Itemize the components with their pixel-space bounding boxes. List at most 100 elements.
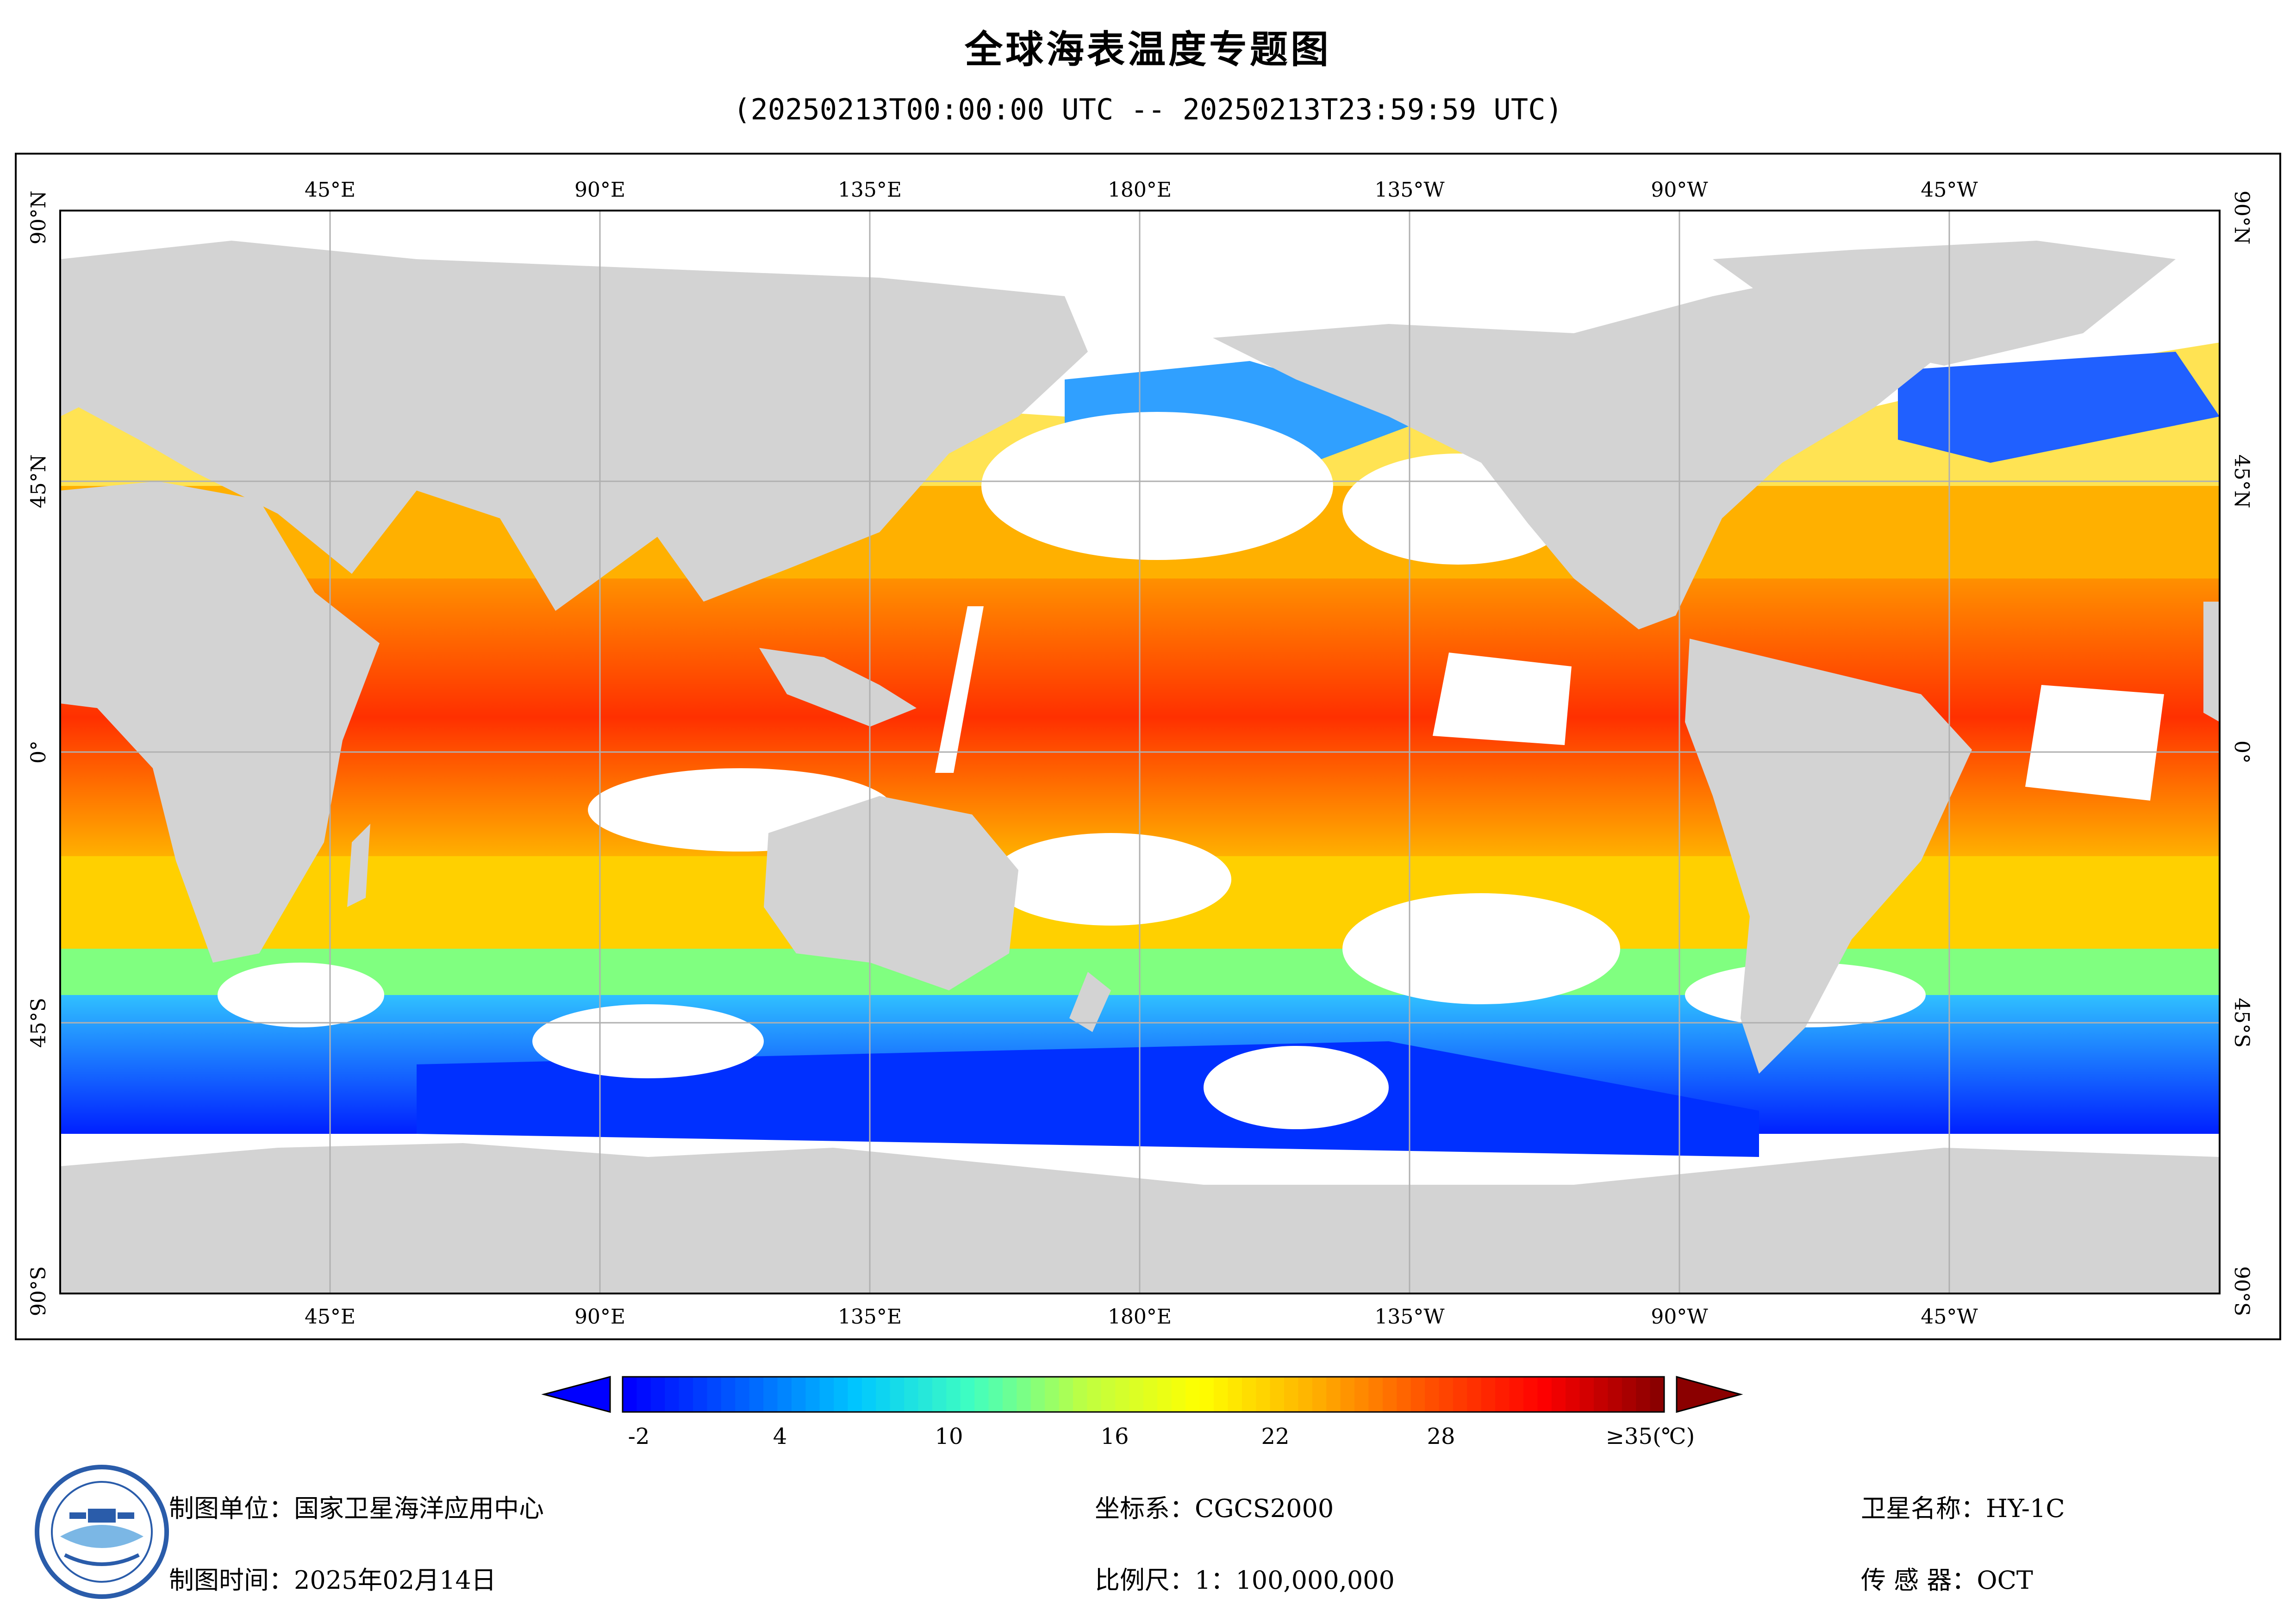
legend-color-cell [1087, 1377, 1102, 1412]
nsoas-logo [35, 1465, 169, 1599]
legend-color-cell [623, 1377, 637, 1412]
lat-label: 0° [2230, 740, 2253, 764]
lon-label: 135°E [838, 1305, 902, 1329]
legend-color-cell [735, 1377, 750, 1412]
legend-color-cell [1481, 1377, 1496, 1412]
legend-color-cell [1382, 1377, 1398, 1412]
bottom-longitude-labels: 45°E 90°E 135°E 180°E 135°W 90°W 45°W [305, 1305, 1978, 1329]
legend-color-cell [1030, 1377, 1046, 1412]
graticule [60, 211, 2220, 1293]
legend-color-cell [1129, 1377, 1144, 1412]
lon-label: 45°W [1921, 1305, 1978, 1329]
lon-label: 45°E [305, 1305, 356, 1329]
legend-color-cell [1340, 1377, 1355, 1412]
legend-color-cell [1410, 1377, 1426, 1412]
legend-colorbar [623, 1377, 1665, 1412]
lat-label: 90°N [27, 191, 50, 245]
legend-color-cell [1579, 1377, 1594, 1412]
lat-label: 45°N [2230, 454, 2253, 509]
legend-color-cell [665, 1377, 680, 1412]
legend-color-cell [693, 1377, 708, 1412]
temperature-legend: -2 4 10 16 22 28 ≥35(℃) [541, 1376, 1743, 1449]
legend-color-cell [679, 1377, 694, 1412]
sensor-name: 传 感 器：OCT [1861, 1566, 2033, 1595]
left-latitude-labels: 90°N 45°N 0° 45°S 90°S [27, 191, 50, 1316]
legend-color-cell [636, 1377, 651, 1412]
legend-color-cell [1551, 1377, 1566, 1412]
lon-label: 90°E [574, 178, 625, 202]
legend-color-cell [1397, 1377, 1411, 1412]
legend-tick-label: 22 [1261, 1424, 1289, 1449]
right-latitude-labels: 90°N 45°N 0° 45°S 90°S [2230, 191, 2253, 1316]
lon-label: 45°E [305, 178, 356, 202]
lon-label: 135°W [1374, 1305, 1445, 1329]
top-longitude-labels: 45°E 90°E 135°E 180°E 135°W 90°W 45°W [305, 178, 1978, 202]
legend-color-cell [960, 1377, 975, 1412]
map-title: 全球海表温度专题图 [964, 28, 1331, 72]
legend-color-cell [1171, 1377, 1186, 1412]
legend-color-cell [1439, 1377, 1454, 1412]
legend-color-cell [1284, 1377, 1299, 1412]
legend-color-cell [763, 1377, 778, 1412]
lon-label: 180°E [1108, 178, 1172, 202]
legend-color-cell [974, 1377, 989, 1412]
legend-color-cell [1101, 1377, 1116, 1412]
legend-color-cell [1073, 1377, 1088, 1412]
legend-color-cell [918, 1377, 933, 1412]
map-border [59, 210, 2221, 1294]
lon-label: 90°E [574, 1305, 625, 1329]
legend-color-cell [890, 1377, 905, 1412]
legend-color-cell [1509, 1377, 1524, 1412]
coordinate-system: 坐标系：CGCS2000 [1095, 1494, 1334, 1523]
legend-color-cell [1495, 1377, 1510, 1412]
legend-color-cell [932, 1377, 947, 1412]
legend-color-cell [1636, 1377, 1651, 1412]
legend-color-cell [1622, 1377, 1637, 1412]
legend-color-cell [1608, 1377, 1622, 1412]
legend-color-cell [876, 1377, 891, 1412]
lat-label: 45°S [2230, 998, 2253, 1048]
legend-color-cell [707, 1377, 722, 1412]
lat-label: 45°S [27, 998, 50, 1048]
map-frame [15, 153, 2281, 1340]
legend-color-cell [1354, 1377, 1369, 1412]
legend-tick-label: 4 [773, 1424, 787, 1449]
map-scale: 比例尺：1：100,000,000 [1095, 1566, 1395, 1595]
legend-color-cell [721, 1377, 736, 1412]
legend-color-cell [1059, 1377, 1073, 1412]
legend-color-cell [1256, 1377, 1271, 1412]
legend-color-cell [1214, 1377, 1229, 1412]
time-range-subtitle: (20250213T00:00:00 UTC -- 20250213T23:59… [733, 93, 1563, 126]
lon-label: 90°W [1651, 178, 1708, 202]
legend-tick-label: ≥35(℃) [1606, 1424, 1695, 1449]
legend-color-cell [988, 1377, 1003, 1412]
legend-color-cell [1650, 1377, 1665, 1412]
legend-color-cell [1368, 1377, 1383, 1412]
legend-color-cell [861, 1377, 877, 1412]
legend-color-cell [1537, 1377, 1552, 1412]
legend-color-cell [834, 1377, 849, 1412]
legend-min-arrow [541, 1376, 611, 1413]
legend-color-cell [1593, 1377, 1609, 1412]
legend-color-cell [1312, 1377, 1327, 1412]
legend-color-cell [1523, 1377, 1538, 1412]
lat-label: 0° [27, 740, 50, 764]
legend-color-cell [650, 1377, 666, 1412]
lat-label: 45°N [27, 454, 50, 509]
legend-color-cell [848, 1377, 862, 1412]
legend-color-cell [1326, 1377, 1341, 1412]
legend-color-cell [1242, 1377, 1257, 1412]
legend-color-cell [1228, 1377, 1242, 1412]
lat-label: 90°S [2230, 1266, 2253, 1316]
lon-label: 135°E [838, 178, 902, 202]
legend-color-cell [1002, 1377, 1017, 1412]
legend-color-cell [1157, 1377, 1172, 1412]
legend-color-cell [805, 1377, 820, 1412]
legend-color-cell [1453, 1377, 1468, 1412]
lon-label: 180°E [1108, 1305, 1172, 1329]
lon-label: 135°W [1374, 178, 1445, 202]
legend-color-cell [904, 1377, 919, 1412]
legend-tick-label: -2 [628, 1424, 650, 1449]
legend-tick-label: 10 [935, 1424, 963, 1449]
legend-max-arrow [1676, 1376, 1743, 1413]
